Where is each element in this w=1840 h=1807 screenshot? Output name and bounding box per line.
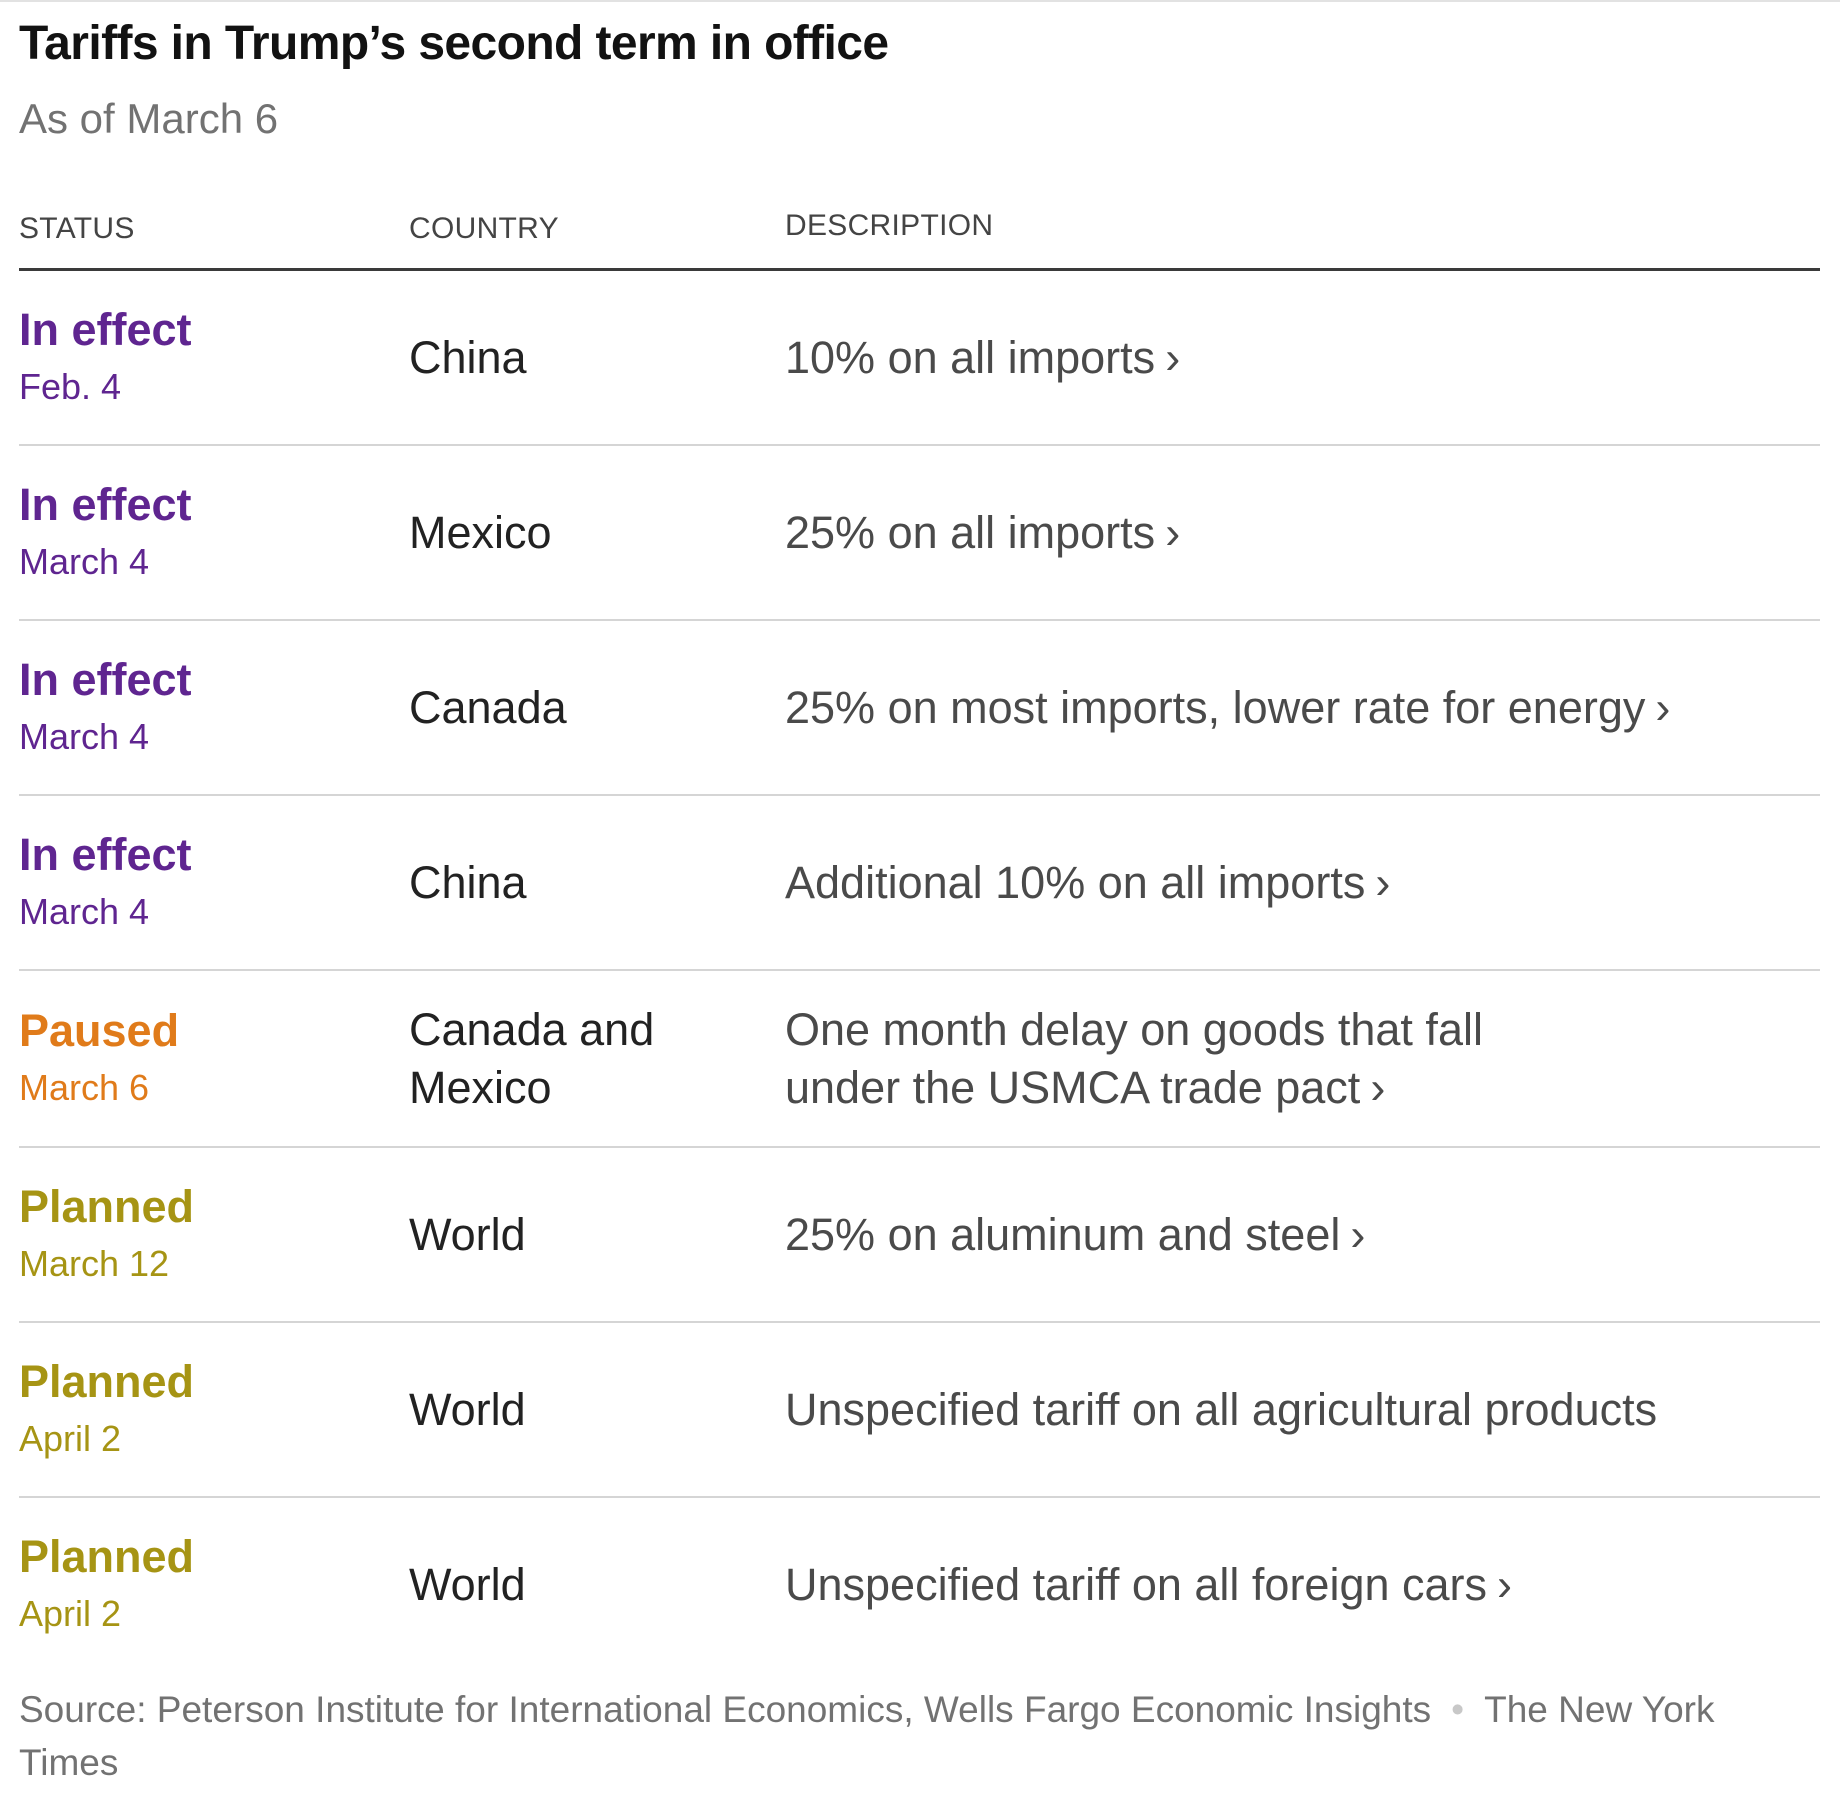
country-cell: China — [409, 331, 527, 383]
status-cell: Planned April 2 — [19, 1498, 194, 1671]
status-cell: In effect March 4 — [19, 446, 192, 619]
table-row: Paused March 6 Canada and Mexico One mon… — [19, 971, 1820, 1148]
description-text: 25% on all imports — [785, 506, 1156, 558]
header-rule — [19, 268, 1820, 271]
separator-dot: • — [1451, 1689, 1465, 1730]
country-cell: World — [409, 1558, 526, 1610]
status-cell: In effect March 4 — [19, 621, 192, 794]
description-link[interactable]: 25% on all imports › — [785, 446, 1815, 619]
status-label: In effect — [19, 303, 192, 355]
column-header-country: COUNTRY — [409, 212, 559, 245]
status-label: In effect — [19, 653, 192, 705]
chevron-right-icon: › — [1165, 506, 1181, 558]
description-text: Unspecified tariff on all agricultural p… — [785, 1383, 1658, 1435]
status-date: March 6 — [19, 1066, 150, 1108]
description-link[interactable]: One month delay on goods that fall under… — [785, 971, 1815, 1146]
status-label: Planned — [19, 1180, 195, 1232]
description-text: Unspecified tariff on all foreign cars — [785, 1558, 1488, 1610]
description-text: 25% on most imports, lower rate for ener… — [785, 681, 1646, 733]
table-row: In effect Feb. 4 China 10% on all import… — [19, 271, 1820, 446]
chevron-right-icon: › — [1497, 1558, 1513, 1610]
column-header-description: DESCRIPTION — [785, 209, 994, 242]
table-row: Planned March 12 World 25% on aluminum a… — [19, 1148, 1820, 1323]
source-note: Source: Peterson Institute for Internati… — [19, 1689, 1432, 1730]
status-cell: Planned March 12 — [19, 1148, 194, 1321]
status-date: March 4 — [19, 715, 150, 757]
country-cell: Canada and Mexico — [409, 1003, 655, 1113]
description-cell: Unspecified tariff on all agricultural p… — [785, 1323, 1815, 1496]
status-cell: In effect March 4 — [19, 796, 192, 969]
status-label: In effect — [19, 828, 192, 880]
status-date: March 4 — [19, 890, 150, 932]
chevron-right-icon: › — [1655, 681, 1671, 733]
country-cell: Canada — [409, 681, 567, 733]
description-link[interactable]: Unspecified tariff on all foreign cars › — [785, 1498, 1815, 1671]
status-date: April 2 — [19, 1417, 122, 1459]
top-rule — [0, 0, 1840, 2]
tariff-table: In effect Feb. 4 China 10% on all import… — [19, 271, 1820, 1671]
table-row: In effect March 4 China Additional 10% o… — [19, 796, 1820, 971]
description-text: Additional 10% on all imports — [785, 856, 1366, 908]
description-link[interactable]: 10% on all imports › — [785, 271, 1815, 444]
description-text: 10% on all imports — [785, 331, 1156, 383]
country-cell: China — [409, 856, 527, 908]
status-label: In effect — [19, 478, 192, 530]
table-row: In effect March 4 Mexico 25% on all impo… — [19, 446, 1820, 621]
description-link[interactable]: 25% on most imports, lower rate for ener… — [785, 621, 1815, 794]
chevron-right-icon: › — [1165, 331, 1181, 383]
source-footer: Source: Peterson Institute for Internati… — [19, 1683, 1779, 1789]
chevron-right-icon: › — [1370, 1061, 1386, 1113]
status-cell: Paused March 6 — [19, 971, 179, 1146]
description-link[interactable]: 25% on aluminum and steel › — [785, 1148, 1815, 1321]
status-cell: Planned April 2 — [19, 1323, 194, 1496]
description-text: One month delay on goods that fall under… — [785, 1003, 1483, 1113]
page-title: Tariffs in Trump’s second term in office — [19, 17, 889, 70]
description-text: 25% on aluminum and steel — [785, 1208, 1341, 1260]
table-row: In effect March 4 Canada 25% on most imp… — [19, 621, 1820, 796]
table-row: Planned April 2 World Unspecified tariff… — [19, 1323, 1820, 1498]
table-row: Planned April 2 World Unspecified tariff… — [19, 1498, 1820, 1671]
column-header-status: STATUS — [19, 212, 135, 245]
chevron-right-icon: › — [1350, 1208, 1366, 1260]
status-date: April 2 — [19, 1592, 122, 1634]
description-link[interactable]: Additional 10% on all imports › — [785, 796, 1815, 969]
country-cell: World — [409, 1208, 526, 1260]
status-label: Planned — [19, 1355, 195, 1407]
status-date: March 4 — [19, 540, 150, 582]
status-date: March 12 — [19, 1242, 170, 1284]
page-subtitle: As of March 6 — [19, 95, 279, 142]
chevron-right-icon: › — [1375, 856, 1391, 908]
credit-text: The New York Times — [19, 1689, 1715, 1783]
country-cell: World — [409, 1383, 526, 1435]
status-date: Feb. 4 — [19, 365, 122, 407]
country-cell: Mexico — [409, 506, 552, 558]
status-label: Planned — [19, 1530, 195, 1582]
status-cell: In effect Feb. 4 — [19, 271, 192, 444]
status-label: Paused — [19, 1004, 180, 1056]
